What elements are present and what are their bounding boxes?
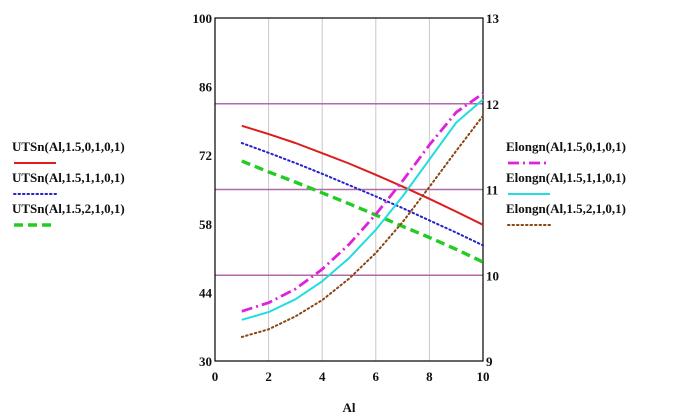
x-tick-label: 10: [477, 369, 490, 384]
legend-label-1: UTSn(Al,1.5,0,1,0,1): [12, 139, 125, 154]
x-tick-label: 6: [373, 369, 380, 384]
x-tick-label: 2: [265, 369, 272, 384]
x-tick-label: 4: [319, 369, 326, 384]
legend-label-2: UTSn(Al,1.5,1,1,0,1): [12, 170, 125, 185]
plot-frame: [214, 17, 484, 362]
y2-tick-label: 13: [486, 11, 500, 26]
y2-tick-label: 11: [486, 183, 498, 198]
legend-label-5: Elongn(Al,1.5,1,1,0,1): [506, 170, 626, 185]
series-line-6: [240, 114, 484, 338]
legend-label-3: UTSn(Al,1.5,2,1,0,1): [12, 201, 125, 216]
y-tick-label: 100: [193, 11, 213, 26]
legend: UTSn(Al,1.5,0,1,0,1) UTSn(Al,1.5,1,1,0,1)…: [12, 139, 626, 227]
legend-label-4: Elongn(Al,1.5,0,1,0,1): [506, 139, 626, 154]
legend-label-6: Elongn(Al,1.5,2,1,0,1): [506, 201, 626, 216]
y-tick-label: 30: [199, 354, 212, 369]
y-tick-label: 44: [199, 285, 213, 300]
y-tick-label: 86: [199, 80, 213, 95]
y2-tick-label: 10: [486, 268, 499, 283]
y2-tick-label: 9: [486, 354, 493, 369]
series-line-5: [241, 98, 484, 321]
y-tick-label: 58: [199, 217, 213, 232]
series-line-1: [241, 124, 484, 226]
x-axis-label: Al: [343, 400, 356, 415]
x-tick-label: 8: [426, 369, 433, 384]
reference-lines: [215, 102, 483, 277]
y-tick-label: 72: [199, 148, 212, 163]
y2-tick-label: 12: [486, 97, 499, 112]
x-tick-label: 0: [212, 369, 219, 384]
series-line-2: [240, 142, 484, 247]
series-layer: [240, 92, 484, 338]
series-line-3: [241, 159, 484, 264]
series-line-4: [241, 92, 484, 313]
